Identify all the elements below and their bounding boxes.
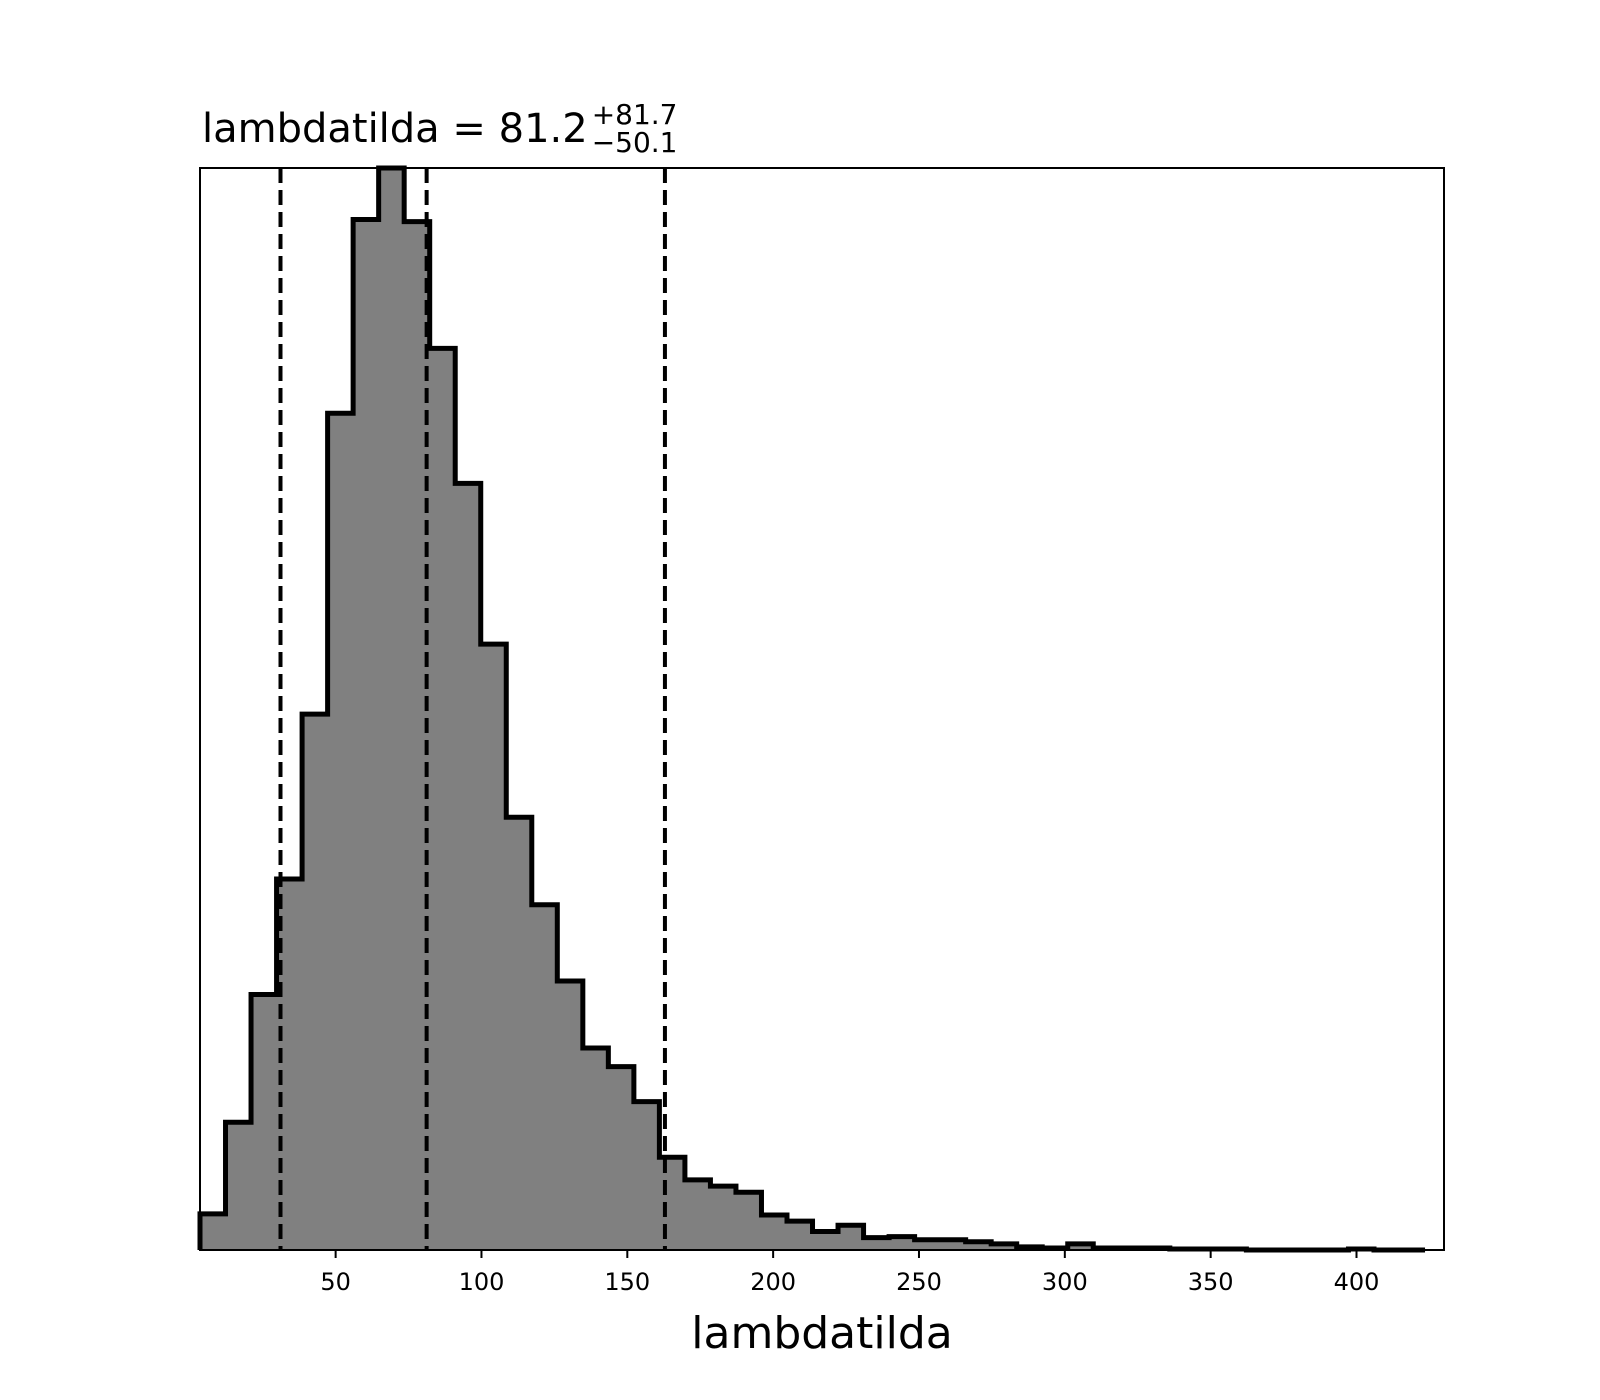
histogram-bar [812, 1231, 839, 1250]
histogram-bar [914, 1239, 941, 1250]
histogram-bar [735, 1192, 763, 1250]
histogram-bar [378, 168, 405, 1250]
histogram-bar [761, 1214, 788, 1250]
chart-title-subscript: −50.1 [592, 126, 678, 159]
histogram-bar [710, 1186, 737, 1250]
histogram-bar [991, 1243, 1018, 1250]
histogram-bar [353, 219, 380, 1250]
histogram-bar [889, 1236, 916, 1250]
histogram-bar [531, 904, 558, 1250]
histogram-bar [480, 644, 507, 1250]
chart-title-superscript: +81.7 [592, 98, 678, 131]
histogram-bar [455, 483, 482, 1251]
x-tick-label: 350 [1188, 1268, 1234, 1296]
histogram-bar [1067, 1243, 1094, 1250]
histogram-bar [965, 1241, 992, 1250]
histogram-bar [429, 348, 456, 1251]
histogram-bar [582, 1048, 609, 1250]
histogram-bar [327, 413, 354, 1250]
x-tick-label: 250 [896, 1268, 942, 1296]
histogram-bar [838, 1225, 865, 1250]
histogram-bar [557, 981, 584, 1250]
x-tick-label: 400 [1334, 1268, 1380, 1296]
histogram-step-outline [197, 165, 1426, 1253]
histogram-bar [251, 994, 278, 1250]
histogram-bar [302, 714, 329, 1250]
plot-area [197, 165, 1426, 1253]
axes-frame [199, 167, 1445, 1251]
histogram-bar [787, 1221, 814, 1250]
chart-title: lambdatilda = 81.2 [202, 106, 588, 152]
histogram-bar [506, 817, 533, 1250]
x-tick-label: 50 [320, 1268, 351, 1296]
x-axis-ticks: 50 100 150 200 250 300 350 400 [320, 1250, 1379, 1296]
histogram-bar [225, 1122, 252, 1250]
x-axis-label: lambdatilda [691, 1308, 952, 1359]
chart-title-main: lambdatilda = 81.2 [202, 106, 588, 152]
histogram-bar [200, 1213, 227, 1250]
histogram-bar [684, 1179, 712, 1250]
x-tick-label: 100 [459, 1268, 505, 1296]
x-tick-label: 150 [604, 1268, 650, 1296]
x-tick-label: 200 [750, 1268, 796, 1296]
histogram-bar [940, 1239, 967, 1250]
histogram-bar [608, 1066, 635, 1250]
x-tick-label: 300 [1042, 1268, 1088, 1296]
histogram-bar [863, 1237, 890, 1250]
histogram-bar [633, 1101, 660, 1250]
